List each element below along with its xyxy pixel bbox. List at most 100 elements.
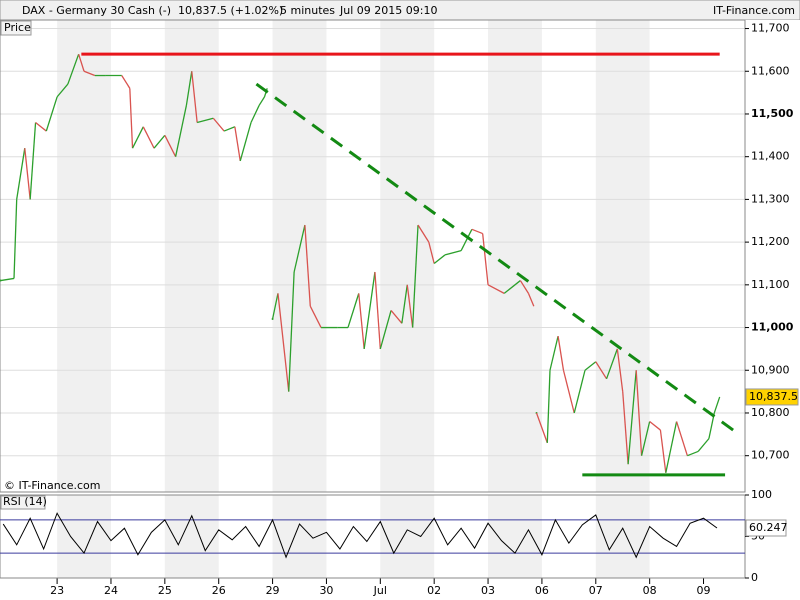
price-segment [379, 310, 392, 350]
x-tick-label: 25 [158, 584, 172, 597]
price-segment [428, 241, 435, 264]
price-segment [411, 224, 419, 328]
price-segment [622, 391, 629, 465]
y-tick-label: 11,600 [751, 64, 790, 77]
interval: 5 minutes [280, 4, 335, 17]
day-band [272, 20, 327, 492]
y-tick-label: 10,700 [751, 449, 790, 462]
y-tick-label: 11,200 [751, 235, 790, 248]
x-tick-label: 30 [319, 584, 333, 597]
price-segment [67, 53, 80, 85]
price-segment [56, 83, 69, 98]
price-segment [288, 271, 295, 392]
rsi-last-label: 60.247 [749, 521, 788, 534]
plot-layer [0, 20, 745, 578]
price-segment [13, 199, 18, 279]
price-segment [153, 134, 166, 149]
price-segment [573, 370, 586, 414]
price-segment [250, 105, 260, 123]
last-price-tag [745, 388, 799, 406]
price-segment [640, 421, 651, 456]
x-tick-label: 03 [481, 584, 495, 597]
price-segment [519, 280, 529, 294]
trend-line [255, 82, 735, 432]
price-segment [503, 280, 521, 294]
price-segment [659, 429, 667, 473]
panel-label: RSI (14) [3, 495, 47, 508]
price-segment [665, 421, 678, 473]
panel-label-box [0, 495, 46, 510]
y-tick-label: 100 [751, 488, 772, 501]
price-segment [605, 348, 618, 380]
price-segment [697, 438, 710, 452]
day-band [164, 495, 219, 578]
price-segment [277, 293, 290, 392]
price-segment [309, 305, 322, 328]
price-segment [687, 450, 699, 457]
x-tick-label: 09 [697, 584, 711, 597]
price-segment [616, 348, 624, 392]
price-segment [557, 335, 565, 371]
y-tick-label: 11,700 [751, 22, 790, 35]
price-segment [460, 229, 473, 251]
day-band [272, 495, 327, 578]
price-segment [527, 293, 535, 307]
symbol: DAX - Germany 30 Cash (-) [22, 4, 171, 17]
panel-label: Price [4, 21, 31, 34]
price-segment [258, 96, 266, 106]
price-segment [174, 105, 188, 157]
day-band [595, 20, 650, 492]
price-segment [293, 224, 306, 273]
price-segment [223, 126, 236, 132]
price-segment [164, 135, 177, 157]
price-segment [45, 96, 58, 132]
price-segment [347, 293, 360, 328]
price-segment [713, 396, 721, 414]
price-segment [29, 122, 37, 200]
price-segment [142, 126, 155, 149]
price-segment [535, 412, 548, 444]
quote: 10,837.5 (+1.02%) [178, 4, 283, 17]
day-band [380, 20, 435, 492]
price-segment [121, 75, 131, 89]
y-tick-label: 11,400 [751, 150, 790, 163]
y-tick-label: 11,000 [751, 321, 794, 334]
x-tick-label: 06 [535, 584, 549, 597]
price-segment [595, 361, 608, 380]
price-segment [417, 224, 430, 243]
day-band [57, 495, 111, 578]
brand: IT-Finance.com [713, 4, 795, 17]
x-tick-label: 02 [427, 584, 441, 597]
price-segment [131, 126, 144, 149]
price-segment [239, 122, 252, 162]
price-segment [0, 277, 15, 282]
price-segment [549, 335, 559, 371]
x-tick-label: 29 [266, 584, 280, 597]
day-band [57, 20, 111, 492]
price-segment [129, 88, 134, 149]
y-tick-label: 10,800 [751, 406, 790, 419]
axis-area [745, 20, 800, 600]
price-segment [487, 284, 505, 294]
price-segment [16, 148, 26, 200]
rsi-last-tag [745, 519, 787, 537]
day-band [488, 495, 542, 578]
y-tick-label: 0 [751, 571, 758, 584]
price-segment [83, 70, 96, 77]
watermark: © IT-Finance.com [4, 479, 101, 492]
price-segment [196, 117, 214, 124]
price-segment [304, 224, 311, 307]
price-segment [649, 421, 661, 431]
price-segment [212, 117, 225, 132]
price-segment [191, 71, 198, 123]
x-tick-label: 23 [50, 584, 64, 597]
x-tick-label: 08 [643, 584, 657, 597]
price-segment [433, 254, 446, 264]
price-segment [471, 228, 483, 235]
day-band [164, 20, 219, 492]
price-segment [363, 271, 376, 349]
price-segment [35, 122, 47, 132]
rsi-line [2, 512, 718, 559]
y-tick-label: 11,500 [751, 107, 794, 120]
price-segment [374, 271, 381, 349]
